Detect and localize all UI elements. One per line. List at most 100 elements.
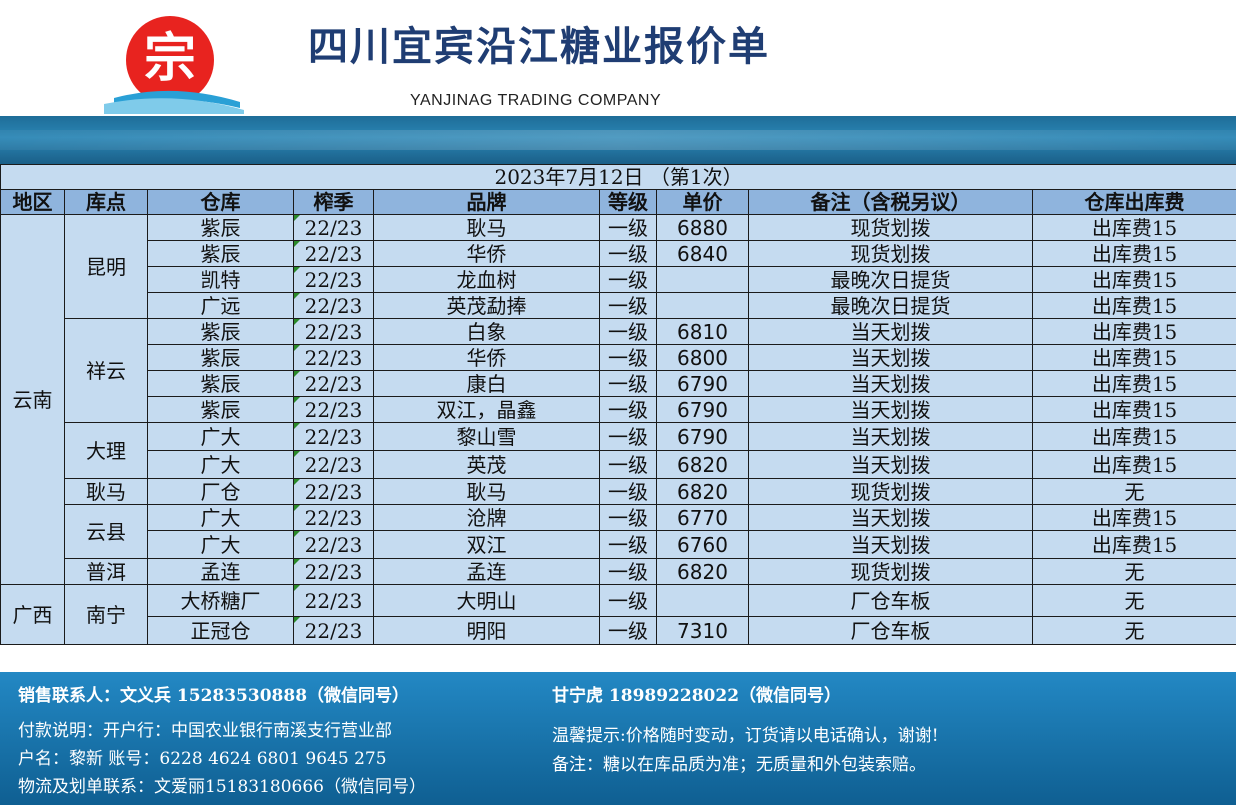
decorative-band [0, 116, 1236, 164]
fee-cell: 出库费15 [1031, 504, 1236, 531]
warehouse-cell: 凯特 [147, 266, 294, 293]
brand-cell: 龙血树 [373, 266, 600, 293]
season-cell: 22/23 [293, 478, 374, 505]
note-cell: 现货划拨 [748, 558, 1033, 585]
note-cell: 最晚次日提货 [748, 266, 1033, 293]
svg-text:宗: 宗 [144, 28, 196, 89]
season-cell: 22/23 [293, 370, 374, 397]
table-row: 紫辰 22/23 双江，晶鑫 一级 6790 当天划拨 出库费15 [1, 396, 1236, 423]
fee-cell: 无 [1031, 558, 1236, 585]
point-cell: 祥云 [64, 318, 148, 423]
point-cell: 耿马 [64, 478, 148, 505]
table-row: 祥云 紫辰 22/23 白象 一级 6810 当天划拨 出库费15 [1, 318, 1236, 423]
point-cell: 大理 [64, 422, 148, 479]
table-row: 耿马 厂仓 22/23 耿马 一级 6820 现货划拨无 [1, 478, 1236, 505]
table-row: 普洱 孟连 22/23 孟连 一级 6820 现货划拨无 [1, 558, 1236, 585]
warehouse-cell: 紫辰 [147, 214, 294, 241]
table-row: 紫辰 22/23 华侨 一级 6840 现货划拨 出库费15 [1, 240, 1236, 267]
grade-cell: 一级 [599, 530, 657, 559]
table-row: 大理 广大 22/23 黎山雪 一级 6790 当天划拨 出库费15 [1, 422, 1236, 479]
grade-cell: 一级 [599, 266, 657, 293]
season-cell: 22/23 [293, 584, 374, 617]
warehouse-cell: 广大 [147, 530, 294, 559]
page-title: 四川宜宾沿江糖业报价单 [308, 23, 770, 70]
col-header-price: 单价 [656, 189, 749, 215]
grade-cell: 一级 [599, 422, 657, 451]
fee-cell: 出库费15 [1031, 370, 1236, 397]
price-cell: 6820 [656, 478, 749, 505]
price-cell [656, 584, 749, 617]
table-row: 广西 南宁 大桥糖厂 22/23 大明山 一级 厂仓车板无 [0, 584, 1236, 645]
col-header-warehouse: 仓库 [147, 189, 294, 215]
grade-cell: 一级 [599, 292, 657, 319]
grade-cell: 一级 [599, 450, 657, 479]
note-cell: 当天划拨 [748, 530, 1033, 559]
season-cell: 22/23 [293, 558, 374, 585]
sales-contact: 销售联系人：文义兵 15283530888（微信同号） [18, 686, 410, 706]
note-cell: 当天划拨 [748, 370, 1033, 397]
col-header-fee: 仓库出库费 [1031, 189, 1236, 215]
warehouse-cell: 广大 [147, 450, 294, 479]
fee-cell: 出库费15 [1031, 292, 1236, 319]
table-row: 凯特 22/23 龙血树 一级 最晚次日提货 出库费15 [1, 266, 1236, 293]
brand-cell: 耿马 [373, 478, 600, 505]
brand-cell: 双江 [373, 530, 600, 559]
price-cell: 6800 [656, 344, 749, 371]
account-info: 户名：黎新 账号：6228 4624 6801 9645 275 [18, 749, 387, 769]
brand-cell: 明阳 [373, 616, 600, 645]
company-logo: 宗 [104, 16, 244, 114]
warehouse-cell: 厂仓 [147, 478, 294, 505]
table-row: 云南 昆明 紫辰 22/23 耿马 一级 6880 现货划拨 出库费15 [0, 214, 1236, 585]
season-cell: 22/23 [293, 616, 374, 645]
point-cell: 普洱 [64, 558, 148, 585]
warehouse-cell: 紫辰 [147, 396, 294, 423]
note-cell: 当天划拨 [748, 422, 1033, 451]
quality-remark: 备注：糖以在库品质为准；无质量和外包装索赔。 [552, 755, 926, 775]
warehouse-cell: 紫辰 [147, 318, 294, 345]
brand-cell: 康白 [373, 370, 600, 397]
price-cell: 6810 [656, 318, 749, 345]
price-table: 2023年7月12日 （第1次） 地区 库点 仓库 榨季 品牌 等级 单价 备注… [0, 164, 1236, 645]
season-cell: 22/23 [293, 422, 374, 451]
grade-cell: 一级 [599, 240, 657, 267]
point-cell: 南宁 [64, 584, 148, 645]
warehouse-cell: 紫辰 [147, 344, 294, 371]
season-cell: 22/23 [293, 240, 374, 267]
note-cell: 厂仓车板 [748, 616, 1033, 645]
note-cell: 现货划拨 [748, 214, 1033, 241]
grade-cell: 一级 [599, 584, 657, 617]
price-cell: 6790 [656, 396, 749, 423]
note-cell: 当天划拨 [748, 344, 1033, 371]
warehouse-cell: 广大 [147, 422, 294, 451]
brand-cell: 黎山雪 [373, 422, 600, 451]
grade-cell: 一级 [599, 558, 657, 585]
brand-cell: 英茂 [373, 450, 600, 479]
fee-cell: 出库费15 [1031, 396, 1236, 423]
season-cell: 22/23 [293, 292, 374, 319]
season-cell: 22/23 [293, 396, 374, 423]
grade-cell: 一级 [599, 214, 657, 241]
note-cell: 当天划拨 [748, 450, 1033, 479]
note-cell: 当天划拨 [748, 396, 1033, 423]
fee-cell: 出库费15 [1031, 530, 1236, 559]
season-cell: 22/23 [293, 344, 374, 371]
point-cell: 昆明 [64, 214, 148, 319]
fee-cell: 无 [1031, 478, 1236, 505]
note-cell: 厂仓车板 [748, 584, 1033, 617]
company-name-en: YANJINAG TRADING COMPANY [410, 92, 662, 109]
price-cell [656, 266, 749, 293]
table-row: 广大 22/23 英茂 一级 6820 当天划拨 出库费15 [1, 450, 1236, 479]
price-cell: 6760 [656, 530, 749, 559]
col-header-note: 备注（含税另议） [748, 189, 1033, 215]
sales-contact-2: 甘宁虎 18989228022（微信同号） [552, 686, 842, 706]
payment-info: 付款说明：开户行：中国农业银行南溪支行营业部 [18, 721, 392, 741]
grade-cell: 一级 [599, 616, 657, 645]
note-cell: 现货划拨 [748, 478, 1033, 505]
warehouse-cell: 正冠仓 [147, 616, 294, 645]
brand-cell: 华侨 [373, 240, 600, 267]
season-cell: 22/23 [293, 530, 374, 559]
fee-cell: 出库费15 [1031, 240, 1236, 267]
col-header-season: 榨季 [293, 189, 374, 215]
brand-cell: 沧牌 [373, 504, 600, 531]
col-header-point: 库点 [64, 189, 148, 215]
